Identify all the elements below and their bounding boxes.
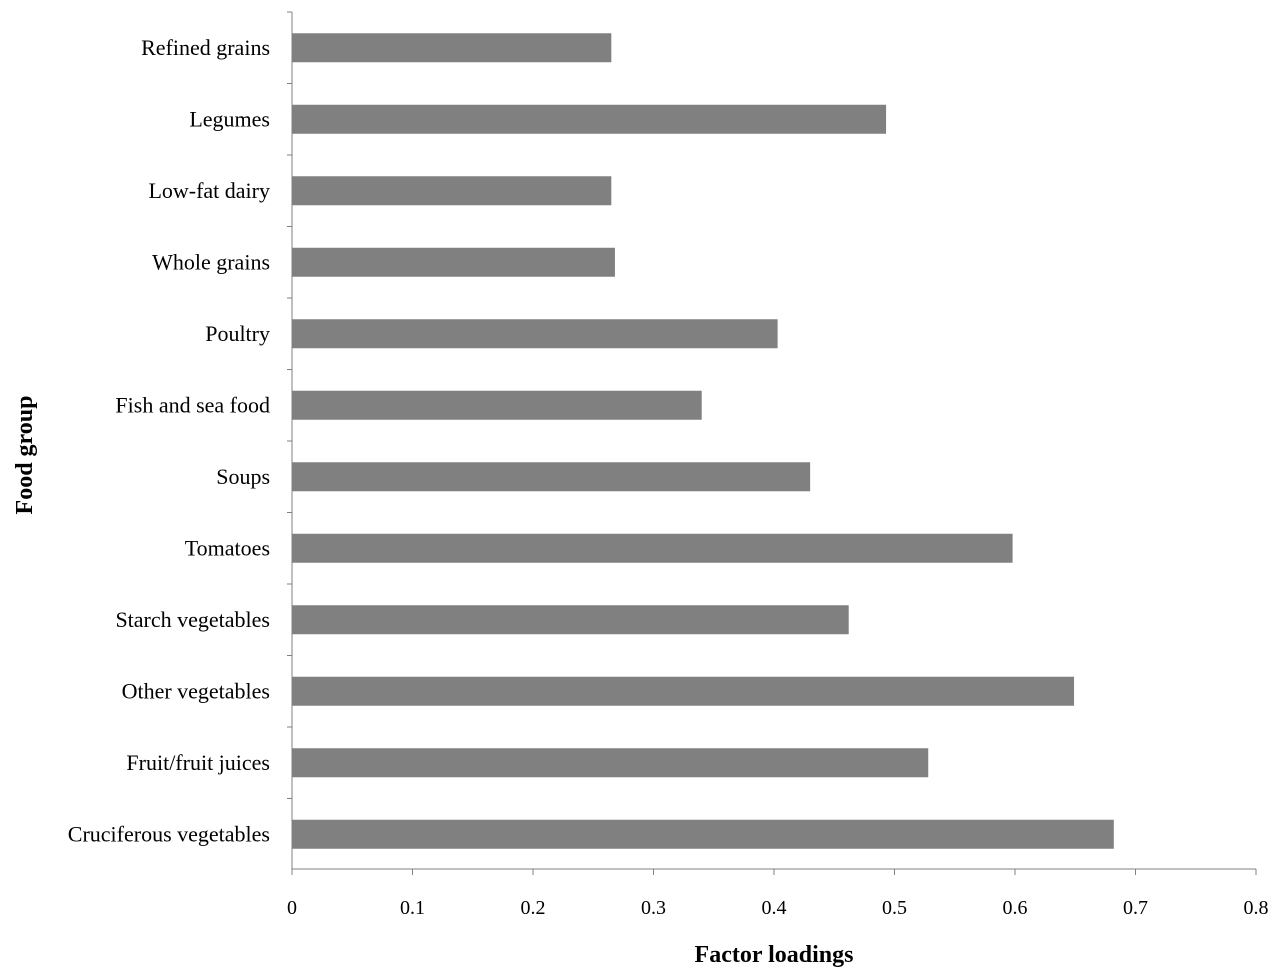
bar — [292, 390, 702, 420]
x-tick-label: 0.6 — [1003, 897, 1028, 919]
bar — [292, 533, 1013, 563]
category-label: Soups — [216, 464, 270, 489]
category-label: Other vegetables — [122, 678, 270, 703]
category-label: Low-fat dairy — [148, 178, 270, 203]
bar — [292, 748, 929, 778]
category-label: Fruit/fruit juices — [126, 750, 270, 775]
category-label: Poultry — [205, 321, 270, 346]
y-axis-title: Food group — [12, 396, 38, 515]
category-labels: Refined grains Legumes Low-fat dairy Whole … — [68, 35, 270, 847]
bar — [292, 676, 1075, 706]
bar — [292, 319, 778, 349]
bar — [292, 462, 811, 492]
category-label: Tomatoes — [185, 535, 270, 560]
category-label: Whole grains — [152, 249, 270, 274]
bar — [292, 104, 887, 134]
bar — [292, 33, 612, 63]
x-tick-label: 0.5 — [882, 897, 907, 919]
x-tick-label: 0.8 — [1244, 897, 1269, 919]
category-label: Refined grains — [141, 35, 270, 60]
bar — [292, 605, 849, 635]
ticks-layer: 0 0.1 0.2 0.3 0.4 0.5 0.6 0.7 0.8 — [287, 11, 1269, 919]
category-label: Starch vegetables — [115, 607, 270, 632]
x-tick-label: 0 — [287, 897, 297, 919]
bar — [292, 176, 612, 206]
category-label: Cruciferous vegetables — [68, 821, 270, 846]
x-axis-title: Factor loadings — [695, 942, 854, 967]
x-tick-label: 0.2 — [521, 897, 546, 919]
bars-layer — [292, 33, 1114, 849]
bar — [292, 819, 1114, 849]
x-tick-label: 0.1 — [400, 897, 425, 919]
axes-layer — [291, 12, 1256, 870]
bar — [292, 247, 615, 277]
category-label: Fish and sea food — [115, 392, 270, 417]
x-tick-label: 0.4 — [762, 897, 787, 919]
category-label: Legumes — [189, 106, 270, 131]
x-tick-label: 0.3 — [641, 897, 666, 919]
x-tick-label: 0.7 — [1123, 897, 1148, 919]
